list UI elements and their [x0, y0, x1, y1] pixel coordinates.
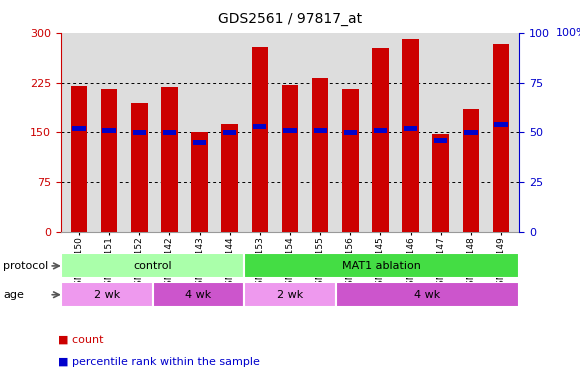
Bar: [404, 126, 417, 131]
Text: 2 wk: 2 wk: [277, 290, 303, 300]
Text: protocol: protocol: [3, 261, 48, 271]
Bar: [71, 86, 87, 232]
Bar: [103, 128, 116, 133]
Bar: [252, 47, 268, 232]
Bar: [284, 128, 296, 133]
Text: 100%: 100%: [556, 28, 580, 38]
Bar: [344, 130, 357, 135]
Text: age: age: [3, 290, 24, 300]
Text: 2 wk: 2 wk: [93, 290, 120, 300]
Bar: [72, 126, 86, 131]
Bar: [342, 89, 358, 232]
Bar: [433, 134, 449, 232]
Text: 4 wk: 4 wk: [414, 290, 441, 300]
Bar: [101, 89, 117, 232]
Text: ■ count: ■ count: [58, 335, 103, 345]
Bar: [244, 282, 336, 307]
Text: control: control: [133, 261, 172, 271]
Bar: [133, 130, 146, 135]
Bar: [193, 140, 206, 145]
Bar: [161, 87, 177, 232]
Bar: [61, 253, 244, 278]
Bar: [493, 44, 509, 232]
Bar: [282, 84, 298, 232]
Bar: [223, 130, 236, 135]
Text: GDS2561 / 97817_at: GDS2561 / 97817_at: [218, 12, 362, 25]
Bar: [336, 282, 519, 307]
Bar: [314, 128, 327, 133]
Text: ■ percentile rank within the sample: ■ percentile rank within the sample: [58, 357, 260, 367]
Bar: [163, 130, 176, 135]
Text: MAT1 ablation: MAT1 ablation: [342, 261, 421, 271]
Bar: [374, 128, 387, 133]
Bar: [61, 282, 153, 307]
Bar: [244, 253, 519, 278]
Bar: [403, 39, 419, 232]
Bar: [463, 109, 479, 232]
Bar: [191, 132, 208, 232]
Bar: [153, 282, 244, 307]
Bar: [312, 78, 328, 232]
Bar: [131, 103, 147, 232]
Bar: [372, 48, 389, 232]
Text: 4 wk: 4 wk: [185, 290, 212, 300]
Bar: [222, 124, 238, 232]
Bar: [464, 130, 477, 135]
Bar: [434, 138, 447, 143]
Bar: [494, 122, 508, 127]
Bar: [253, 124, 266, 129]
